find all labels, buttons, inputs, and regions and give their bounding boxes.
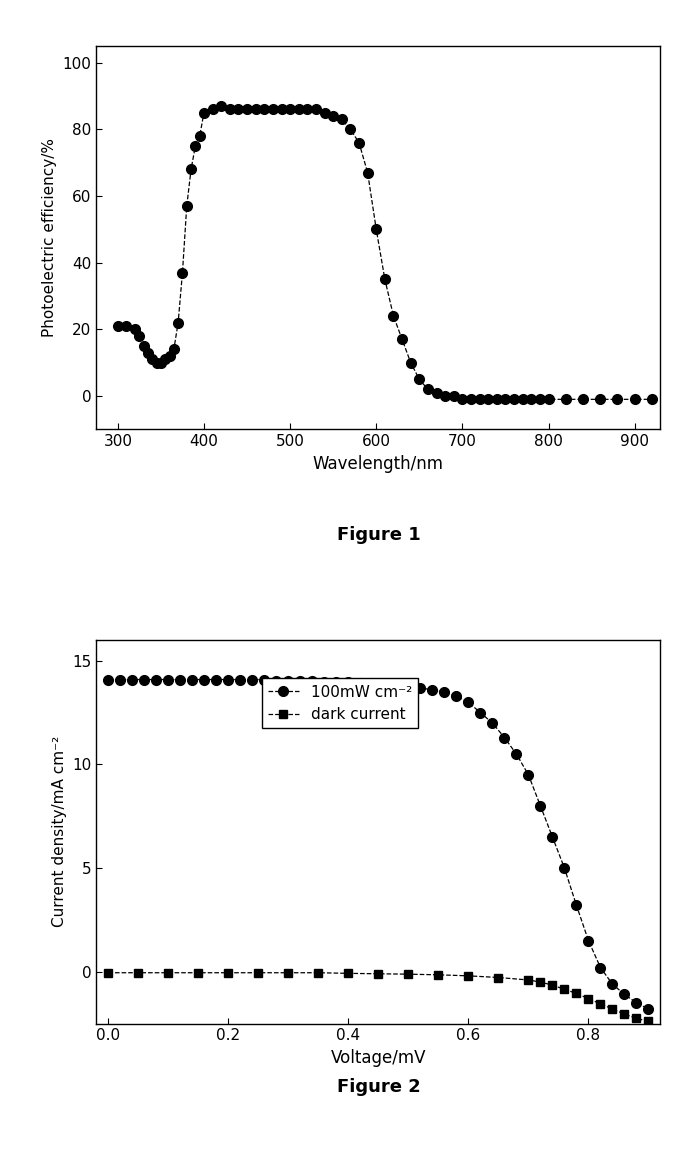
dark current — [194, 966, 202, 980]
100mW cm⁻² — [176, 673, 184, 687]
dark current — [596, 997, 605, 1011]
100mW cm⁻² — [524, 768, 533, 782]
dark current — [284, 966, 292, 980]
Y-axis label: Photoelectric efficiency/%: Photoelectric efficiency/% — [42, 138, 57, 337]
100mW cm⁻² — [260, 673, 268, 687]
dark current — [645, 1014, 653, 1028]
100mW cm⁻² — [452, 689, 460, 703]
100mW cm⁻² — [212, 673, 220, 687]
100mW cm⁻² — [116, 673, 125, 687]
dark current — [560, 982, 568, 996]
dark current — [632, 1011, 641, 1025]
100mW cm⁻² — [297, 674, 305, 688]
100mW cm⁻² — [429, 683, 437, 697]
100mW cm⁻² — [344, 675, 352, 689]
Legend: 100mW cm⁻², dark current: 100mW cm⁻², dark current — [262, 678, 418, 728]
100mW cm⁻² — [464, 696, 473, 710]
dark current — [344, 966, 352, 980]
dark current — [104, 966, 112, 980]
100mW cm⁻² — [560, 861, 568, 875]
dark current — [537, 975, 545, 989]
100mW cm⁻² — [548, 830, 557, 844]
100mW cm⁻² — [416, 681, 424, 695]
dark current — [524, 973, 533, 987]
X-axis label: Voltage/mV: Voltage/mV — [331, 1049, 426, 1067]
100mW cm⁻² — [584, 934, 592, 948]
Text: Figure 2: Figure 2 — [336, 1078, 420, 1096]
100mW cm⁻² — [572, 898, 581, 912]
dark current — [494, 971, 502, 984]
dark current — [608, 1002, 616, 1015]
dark current — [374, 967, 383, 981]
100mW cm⁻² — [380, 677, 389, 691]
100mW cm⁻² — [645, 1002, 653, 1015]
100mW cm⁻² — [356, 676, 365, 690]
100mW cm⁻² — [308, 674, 316, 688]
100mW cm⁻² — [272, 674, 281, 688]
X-axis label: Wavelength/nm: Wavelength/nm — [313, 454, 444, 473]
Line: dark current: dark current — [104, 968, 653, 1026]
100mW cm⁻² — [224, 673, 233, 687]
100mW cm⁻² — [500, 730, 508, 744]
100mW cm⁻² — [189, 673, 197, 687]
100mW cm⁻² — [621, 988, 629, 1002]
100mW cm⁻² — [128, 673, 136, 687]
100mW cm⁻² — [248, 673, 257, 687]
100mW cm⁻² — [320, 675, 328, 689]
100mW cm⁻² — [488, 716, 497, 730]
100mW cm⁻² — [368, 676, 376, 690]
100mW cm⁻² — [596, 960, 605, 974]
100mW cm⁻² — [164, 673, 173, 687]
dark current — [621, 1007, 629, 1021]
dark current — [314, 966, 323, 980]
dark current — [548, 979, 557, 992]
100mW cm⁻² — [405, 678, 413, 692]
100mW cm⁻² — [104, 673, 112, 687]
100mW cm⁻² — [152, 673, 160, 687]
dark current — [164, 966, 173, 980]
dark current — [255, 966, 263, 980]
100mW cm⁻² — [140, 673, 149, 687]
Line: 100mW cm⁻²: 100mW cm⁻² — [103, 675, 654, 1014]
dark current — [464, 969, 473, 983]
100mW cm⁻² — [440, 685, 449, 699]
100mW cm⁻² — [392, 677, 400, 691]
dark current — [584, 991, 592, 1005]
100mW cm⁻² — [284, 674, 292, 688]
100mW cm⁻² — [608, 978, 616, 991]
dark current — [434, 968, 442, 982]
100mW cm⁻² — [236, 673, 244, 687]
100mW cm⁻² — [632, 996, 641, 1010]
100mW cm⁻² — [513, 748, 521, 761]
dark current — [572, 987, 581, 1000]
100mW cm⁻² — [332, 675, 341, 689]
dark current — [134, 966, 142, 980]
100mW cm⁻² — [200, 673, 208, 687]
Text: Figure 1: Figure 1 — [336, 526, 420, 544]
dark current — [405, 967, 413, 981]
100mW cm⁻² — [476, 706, 484, 720]
Y-axis label: Current density/mA cm⁻²: Current density/mA cm⁻² — [52, 736, 67, 927]
100mW cm⁻² — [537, 799, 545, 813]
dark current — [224, 966, 233, 980]
